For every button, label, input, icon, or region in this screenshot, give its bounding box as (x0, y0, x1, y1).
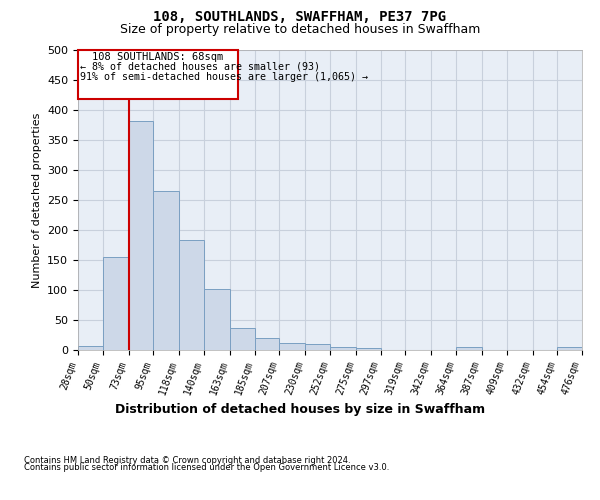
Text: Size of property relative to detached houses in Swaffham: Size of property relative to detached ho… (120, 22, 480, 36)
Bar (456, 347, 482, 350)
Bar (356, 348, 380, 350)
Text: Contains public sector information licensed under the Open Government Licence v3: Contains public sector information licen… (24, 464, 389, 472)
Bar (154, 191, 179, 350)
Bar (179, 240, 204, 350)
Bar (305, 344, 330, 350)
Bar (330, 347, 356, 350)
Bar (230, 328, 254, 350)
Bar (78, 346, 103, 350)
Y-axis label: Number of detached properties: Number of detached properties (32, 112, 41, 288)
FancyBboxPatch shape (78, 50, 238, 99)
Text: Contains HM Land Registry data © Crown copyright and database right 2024.: Contains HM Land Registry data © Crown c… (24, 456, 350, 465)
Bar (103, 257, 128, 350)
Bar (280, 344, 305, 350)
Bar (254, 338, 280, 350)
Text: 91% of semi-detached houses are larger (1,065) →: 91% of semi-detached houses are larger (… (80, 72, 368, 82)
Bar (557, 347, 582, 350)
Bar (128, 121, 154, 350)
Bar (204, 290, 230, 350)
Text: Distribution of detached houses by size in Swaffham: Distribution of detached houses by size … (115, 402, 485, 415)
Text: ← 8% of detached houses are smaller (93): ← 8% of detached houses are smaller (93) (80, 62, 320, 72)
Text: 108, SOUTHLANDS, SWAFFHAM, PE37 7PG: 108, SOUTHLANDS, SWAFFHAM, PE37 7PG (154, 10, 446, 24)
Text: 108 SOUTHLANDS: 68sqm: 108 SOUTHLANDS: 68sqm (92, 52, 223, 62)
